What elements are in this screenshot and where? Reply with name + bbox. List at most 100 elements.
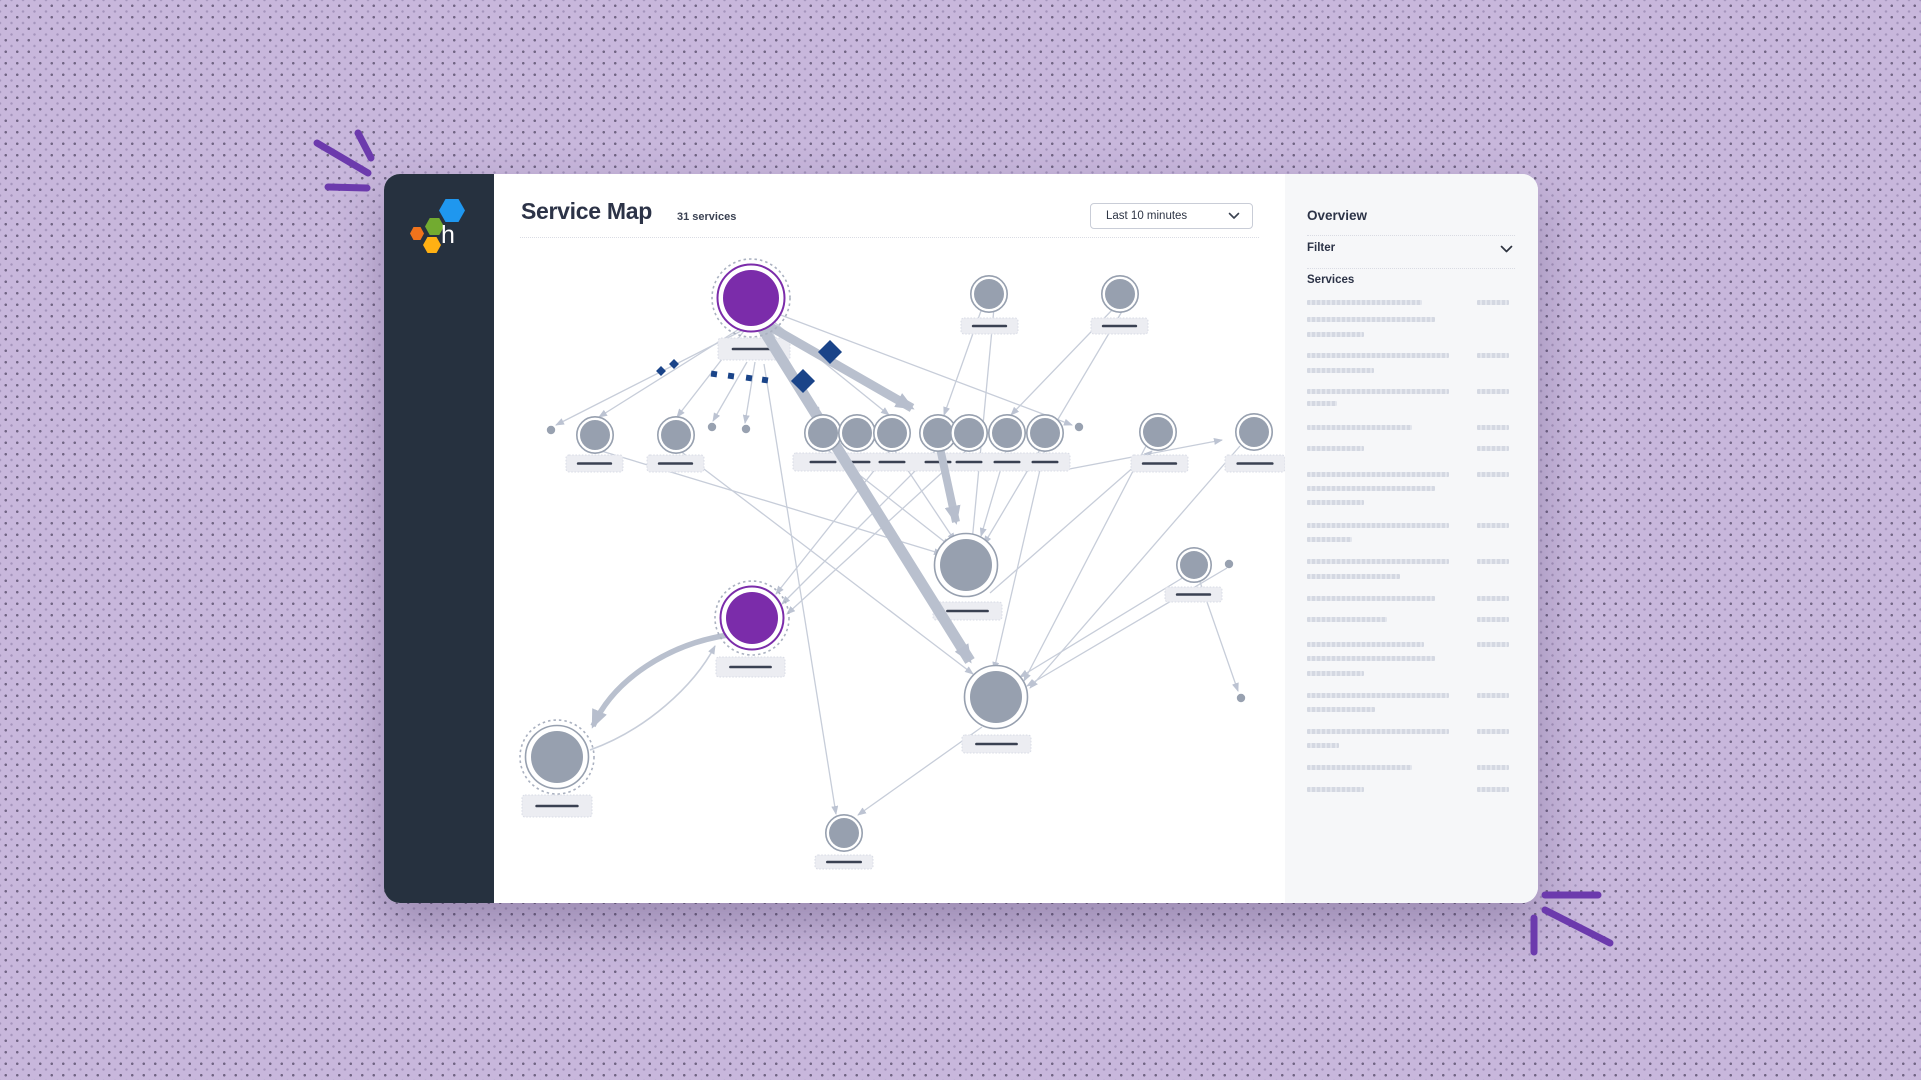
logo-letter: h: [441, 221, 455, 249]
service-edge: [992, 447, 1046, 671]
service-label-text-skeleton: [993, 460, 1021, 464]
service-node-10[interactable]: [954, 418, 984, 448]
edge-endpoint-dot: [741, 424, 751, 434]
panel-divider: [1307, 235, 1515, 236]
overview-title: Overview: [1307, 208, 1368, 223]
service-label-text-skeleton: [955, 460, 983, 464]
page-title: Service Map: [521, 198, 652, 224]
service-node-12[interactable]: [1030, 418, 1060, 448]
sparkle-stroke: [354, 129, 375, 162]
honeycomb-logo[interactable]: h: [384, 174, 494, 284]
service-node-1[interactable]: [723, 270, 779, 326]
service-label-text-skeleton: [576, 462, 613, 465]
deploy-marker-icon: [745, 374, 753, 382]
service-label-text-skeleton: [657, 462, 694, 465]
service-label-text-skeleton: [731, 347, 777, 351]
service-node-16[interactable]: [970, 671, 1022, 723]
service-edge: [775, 447, 893, 595]
service-edge-heavy: [759, 318, 915, 412]
service-label-text-skeleton: [729, 665, 772, 669]
service-edge: [742, 361, 756, 424]
service-node-7[interactable]: [842, 418, 872, 448]
main-content: Service Map 31 services Last 10 minutes: [494, 174, 1285, 903]
services-list-heading: Services: [1307, 274, 1355, 286]
service-node-dashed-ring: [519, 719, 595, 795]
service-edge: [1029, 445, 1241, 689]
deploy-marker-icon: [727, 372, 735, 380]
panel-divider: [1307, 268, 1515, 269]
header-divider: [520, 237, 1259, 238]
service-map-canvas[interactable]: [494, 174, 1285, 903]
service-node-4[interactable]: [580, 420, 610, 450]
service-edge: [712, 361, 748, 422]
page-header: Service Map 31 services Last 10 minutes: [494, 174, 1285, 238]
service-node-11[interactable]: [992, 418, 1022, 448]
service-label-text-skeleton: [1101, 324, 1138, 328]
service-edge: [678, 449, 974, 675]
service-edge-curved: [590, 632, 729, 729]
service-edge-heavy: [936, 447, 961, 525]
service-node-6[interactable]: [808, 418, 838, 448]
app-window: h Service Map 31 services Last 10 minute…: [384, 174, 1538, 903]
service-node-19[interactable]: [531, 731, 583, 783]
edge-endpoint-dot: [1236, 693, 1246, 703]
sparkle-stroke: [324, 183, 371, 192]
sidebar: h: [384, 174, 494, 903]
logo-hexagon-green-icon: [425, 218, 444, 235]
time-range-value: Last 10 minutes: [1106, 210, 1188, 222]
logo-hexagon-yellow-icon: [423, 237, 441, 253]
service-node-5[interactable]: [661, 420, 691, 450]
service-node-2[interactable]: [974, 279, 1004, 309]
chevron-down-icon: [1500, 245, 1513, 253]
service-label-text-skeleton: [809, 460, 837, 464]
service-node-18[interactable]: [726, 592, 778, 644]
sparkle-stroke: [1541, 906, 1614, 947]
service-label-text-skeleton: [946, 609, 989, 613]
service-label-text-skeleton: [975, 742, 1018, 746]
service-edge: [1019, 576, 1185, 678]
service-node-14[interactable]: [1239, 417, 1269, 447]
service-node-dashed-ring: [714, 580, 790, 656]
service-label-text-skeleton: [535, 804, 579, 808]
service-node-15[interactable]: [940, 539, 992, 591]
service-node-13[interactable]: [1143, 417, 1173, 447]
services-count: 31 services: [677, 211, 737, 223]
service-label-text-skeleton: [1141, 462, 1178, 465]
edge-endpoint-dot: [1074, 422, 1084, 432]
edge-endpoint-dot: [707, 422, 717, 432]
service-label-text-skeleton: [1031, 460, 1059, 464]
deploy-marker-icon: [761, 376, 769, 384]
service-edge: [781, 447, 939, 605]
service-edge: [777, 313, 1073, 426]
service-node-17[interactable]: [1180, 551, 1208, 579]
service-node-20[interactable]: [829, 818, 859, 848]
service-edge: [1026, 567, 1228, 687]
time-range-dropdown[interactable]: Last 10 minutes: [1090, 203, 1253, 229]
sparkle-stroke: [313, 139, 372, 177]
service-node-dashed-ring: [711, 258, 791, 338]
service-label-text-skeleton: [1236, 462, 1274, 465]
service-node-3[interactable]: [1105, 279, 1135, 309]
edge-endpoint-dot: [1224, 559, 1234, 569]
logo-hexagon-blue-icon: [439, 199, 465, 222]
deploy-marker-icon: [669, 359, 679, 369]
edge-endpoint-dot: [546, 425, 556, 435]
service-label-text-skeleton: [878, 460, 906, 464]
service-edge: [763, 363, 839, 815]
service-label-text-skeleton: [826, 860, 862, 864]
service-label-text-skeleton: [924, 460, 952, 464]
service-edge: [786, 447, 970, 615]
chevron-down-icon: [1228, 212, 1240, 219]
service-node-9[interactable]: [923, 418, 953, 448]
service-edge: [1023, 445, 1147, 682]
logo-hexagon-orange-icon: [410, 227, 424, 240]
service-node-8[interactable]: [877, 418, 907, 448]
service-edge-curved: [589, 645, 716, 751]
service-label-text-skeleton: [1175, 593, 1212, 596]
deploy-marker-icon: [710, 370, 718, 378]
overview-panel: Overview Filter Services: [1285, 174, 1538, 903]
deploy-marker-icon: [656, 366, 666, 376]
service-label-text-skeleton: [971, 324, 1008, 328]
filter-dropdown[interactable]: Filter: [1307, 242, 1515, 260]
service-edge: [989, 450, 1153, 594]
